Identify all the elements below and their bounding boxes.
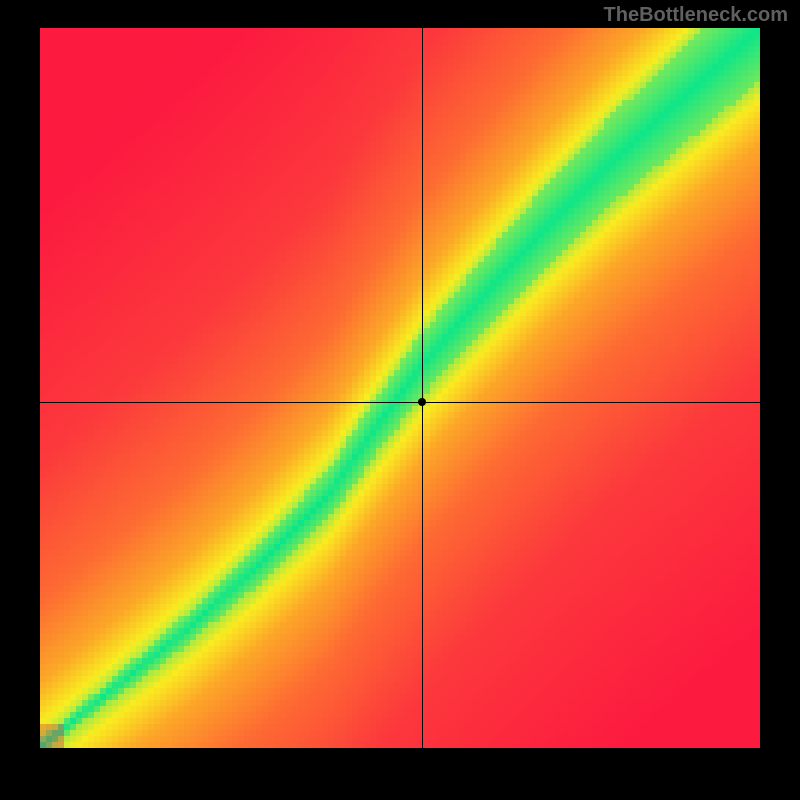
heatmap-plot <box>40 28 760 748</box>
heatmap-canvas <box>40 28 760 748</box>
crosshair-vertical <box>422 28 423 748</box>
crosshair-dot <box>418 398 426 406</box>
chart-container: TheBottleneck.com <box>0 0 800 800</box>
watermark-text: TheBottleneck.com <box>604 4 788 27</box>
crosshair-horizontal <box>40 402 760 403</box>
